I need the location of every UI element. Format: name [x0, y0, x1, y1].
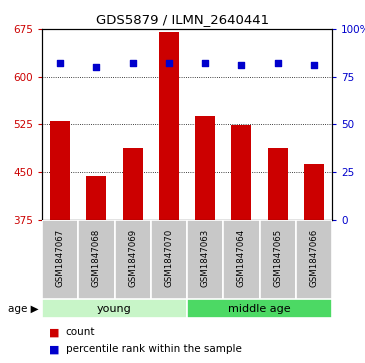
Text: percentile rank within the sample: percentile rank within the sample	[66, 344, 242, 354]
Point	[57, 60, 63, 66]
Point	[275, 60, 281, 66]
Bar	[195, 116, 215, 220]
Point	[202, 60, 208, 66]
Text: age ▶: age ▶	[8, 303, 38, 314]
Bar	[42, 299, 187, 318]
Bar	[151, 220, 187, 299]
Bar	[50, 121, 70, 220]
Text: ■: ■	[49, 344, 60, 354]
Bar	[42, 220, 78, 299]
Point	[130, 60, 135, 66]
Text: GSM1847065: GSM1847065	[273, 229, 282, 287]
Text: middle age: middle age	[228, 303, 291, 314]
Bar	[115, 220, 151, 299]
Bar	[268, 148, 288, 220]
Text: GSM1847068: GSM1847068	[92, 229, 101, 287]
Text: GSM1847070: GSM1847070	[164, 229, 173, 287]
Bar	[187, 299, 332, 318]
Bar	[87, 176, 106, 220]
Bar	[159, 32, 179, 220]
Bar	[231, 125, 251, 220]
Point	[93, 64, 99, 70]
Point	[166, 60, 172, 66]
Text: young: young	[97, 303, 132, 314]
Bar	[123, 148, 143, 220]
Text: GSM1847064: GSM1847064	[237, 229, 246, 287]
Text: count: count	[66, 327, 95, 337]
Bar	[78, 220, 115, 299]
Text: GDS5879 / ILMN_2640441: GDS5879 / ILMN_2640441	[96, 13, 269, 26]
Bar	[187, 220, 223, 299]
Text: ■: ■	[49, 327, 60, 337]
Bar	[304, 164, 324, 220]
Point	[239, 62, 245, 68]
Bar	[296, 220, 332, 299]
Point	[311, 62, 317, 68]
Bar	[223, 220, 260, 299]
Text: GSM1847063: GSM1847063	[201, 229, 210, 287]
Text: GSM1847066: GSM1847066	[310, 229, 319, 287]
Text: GSM1847067: GSM1847067	[55, 229, 65, 287]
Text: GSM1847069: GSM1847069	[128, 229, 137, 287]
Bar	[260, 220, 296, 299]
